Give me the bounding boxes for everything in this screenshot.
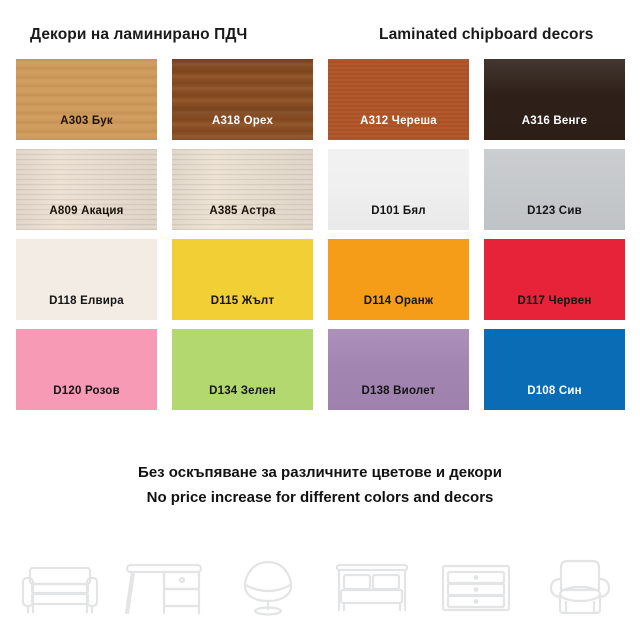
decor-swatch[interactable]: D117 Червен	[484, 239, 625, 320]
egg-chair-icon	[222, 550, 314, 626]
decor-swatch-label: D101 Бял	[371, 205, 426, 217]
decor-swatch-label: D138 Виолет	[361, 385, 436, 397]
decor-swatch-label: A385 Астра	[209, 205, 276, 217]
decor-swatch[interactable]: D138 Виолет	[328, 329, 469, 410]
dresser-icon	[430, 550, 522, 626]
decor-swatch-label: D120 Розов	[53, 385, 120, 397]
decor-swatch[interactable]: D115 Жълт	[172, 239, 313, 320]
decor-swatch-label: A312 Череша	[360, 115, 437, 127]
price-note-en: No price increase for different colors a…	[146, 489, 494, 506]
decor-swatch-label: D134 Зелен	[209, 385, 276, 397]
decor-swatch-label: A316 Венге	[521, 115, 588, 127]
decor-swatch-label: D115 Жълт	[210, 295, 275, 307]
desk-icon	[118, 550, 210, 626]
sofa-icon	[14, 550, 106, 626]
bed-icon	[326, 550, 418, 626]
decor-swatch[interactable]: D108 Син	[484, 329, 625, 410]
decor-swatch[interactable]: D118 Елвира	[16, 239, 157, 320]
decor-swatch-label: D123 Сив	[527, 205, 582, 217]
decor-swatch-label: D117 Червен	[517, 295, 592, 307]
decor-swatch-label: D108 Син	[527, 385, 582, 397]
page-header: Декори на ламинирано ПДЧ Laminated chipb…	[0, 18, 640, 52]
decor-swatch-label: D114 Оранж	[363, 295, 434, 307]
page-title-bg: Декори на ламинирано ПДЧ	[30, 26, 248, 43]
decor-swatch[interactable]: D114 Оранж	[328, 239, 469, 320]
decor-swatch-label: A318 Орех	[211, 115, 274, 127]
page-title-en: Laminated chipboard decors	[379, 26, 594, 43]
decor-swatch[interactable]: A809 Акация	[16, 149, 157, 230]
decor-swatch-label: A809 Акация	[49, 205, 124, 217]
furniture-icon-strip	[14, 548, 626, 628]
decor-swatch[interactable]: D120 Розов	[16, 329, 157, 410]
decor-swatch[interactable]: A385 Астра	[172, 149, 313, 230]
armchair-icon	[534, 550, 626, 626]
decor-swatch[interactable]: A318 Орех	[172, 59, 313, 140]
decor-swatch-grid: A303 Бук A318 Орех A312 Череша A316 Венге A8…	[16, 59, 625, 410]
decor-swatch[interactable]: D101 Бял	[328, 149, 469, 230]
price-note: Без оскъпяване за различните цветове и д…	[0, 460, 640, 510]
decor-swatch[interactable]: A312 Череша	[328, 59, 469, 140]
decor-swatch-label: A303 Бук	[60, 115, 113, 127]
decor-swatch[interactable]: D134 Зелен	[172, 329, 313, 410]
decor-swatch-label: D118 Елвира	[49, 295, 124, 307]
price-note-bg: Без оскъпяване за различните цветове и д…	[138, 464, 502, 481]
decor-swatch[interactable]: D123 Сив	[484, 149, 625, 230]
decor-swatch[interactable]: A316 Венге	[484, 59, 625, 140]
decor-swatch[interactable]: A303 Бук	[16, 59, 157, 140]
